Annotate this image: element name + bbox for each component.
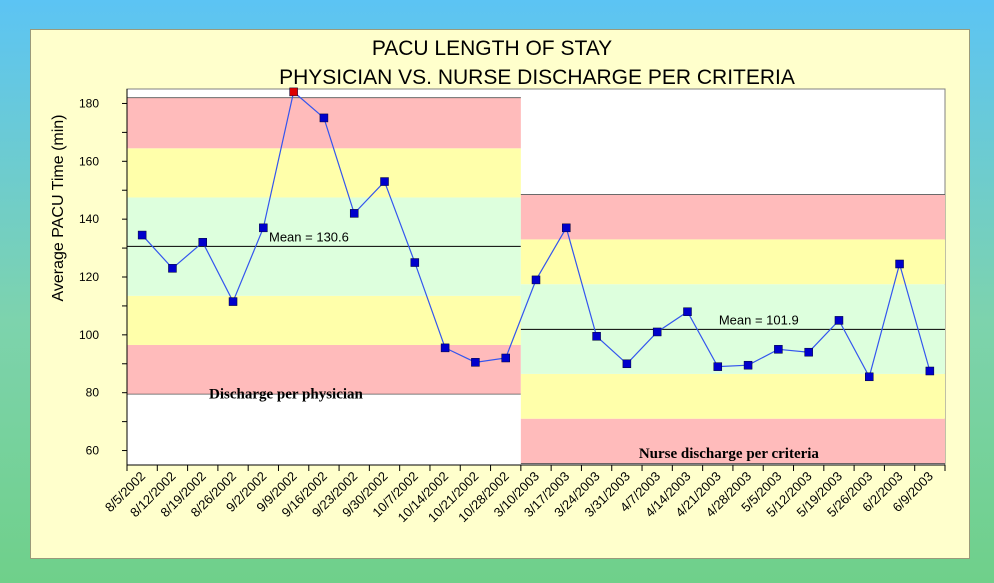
chart-frame: PACU LENGTH OF STAY PHYSICIAN VS. NURSE … — [30, 29, 970, 559]
phase-label-0: Discharge per physician — [209, 386, 364, 402]
data-point[interactable] — [289, 87, 298, 97]
data-point[interactable] — [592, 332, 601, 341]
y-tick-label: 180 — [79, 96, 99, 110]
data-point[interactable] — [319, 113, 329, 123]
data-point[interactable] — [259, 223, 268, 233]
data-point[interactable] — [440, 343, 450, 353]
data-point[interactable] — [683, 307, 692, 316]
data-point[interactable] — [834, 316, 844, 325]
data-point[interactable] — [895, 259, 904, 269]
data-point[interactable] — [198, 238, 207, 247]
data-point[interactable] — [380, 177, 389, 186]
data-point[interactable] — [137, 230, 147, 240]
y-tick-label: 100 — [79, 328, 99, 342]
y-tick-label: 80 — [86, 386, 100, 400]
control-band-0-1 — [127, 295, 521, 345]
data-point[interactable] — [652, 327, 662, 337]
data-point[interactable] — [865, 372, 874, 382]
mean-label-0: Mean = 130.6 — [269, 229, 349, 244]
data-point[interactable] — [713, 362, 723, 371]
data-point[interactable] — [531, 275, 541, 285]
data-point[interactable] — [168, 264, 177, 273]
y-tick-label: 120 — [79, 270, 99, 284]
data-point[interactable] — [562, 223, 571, 233]
data-point[interactable] — [622, 359, 632, 369]
plot-area: Mean = 130.6 Discharge per physician Mean … — [79, 87, 946, 525]
chart-title-line1: PACU LENGTH OF STAY — [372, 37, 612, 60]
data-point[interactable] — [804, 347, 813, 357]
data-point[interactable] — [471, 358, 480, 367]
control-band-1-1 — [520, 373, 945, 419]
control-band-0-3 — [127, 148, 521, 198]
data-point[interactable] — [228, 297, 238, 306]
phase-label-1: Nurse discharge per criteria — [639, 446, 820, 462]
data-point[interactable] — [410, 258, 420, 267]
y-tick-label: 60 — [86, 444, 100, 458]
data-point[interactable] — [501, 353, 510, 363]
control-band-1-4 — [520, 194, 945, 240]
control-band-1-0 — [520, 418, 945, 464]
data-point[interactable] — [743, 360, 753, 370]
y-tick-label: 160 — [79, 154, 99, 168]
mean-label-1: Mean = 101.9 — [719, 312, 799, 327]
y-axis-title: Average PACU Time (min) — [50, 114, 67, 301]
y-tick-label: 140 — [79, 212, 99, 226]
data-point[interactable] — [349, 209, 359, 218]
data-point[interactable] — [774, 345, 783, 354]
chart-title-line2: PHYSICIAN VS. NURSE DISCHARGE PER CRITER… — [279, 66, 795, 89]
control-band-1-3 — [520, 239, 945, 285]
control-band-0-4 — [127, 97, 521, 149]
chart-svg: PACU LENGTH OF STAY PHYSICIAN VS. NURSE … — [50, 37, 946, 525]
data-point[interactable] — [925, 366, 935, 376]
